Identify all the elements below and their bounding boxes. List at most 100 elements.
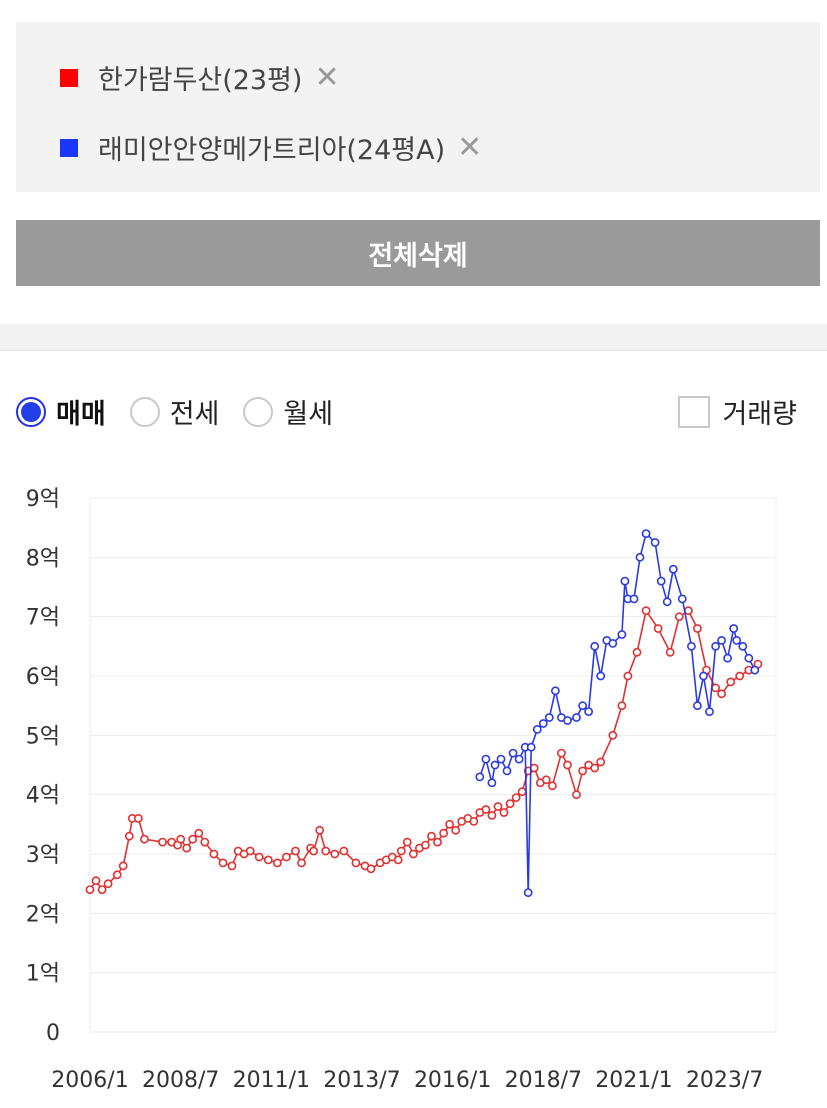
series-color-swatch-2 bbox=[60, 138, 78, 157]
y-tick-label: 7억 bbox=[26, 606, 60, 631]
x-tick-label: 2018/7 bbox=[505, 1068, 582, 1093]
data-point-series-1 bbox=[124, 831, 134, 841]
data-point-series-2 bbox=[526, 742, 536, 752]
x-tick-label: 2021/1 bbox=[595, 1068, 672, 1093]
x-tick-label: 2008/7 bbox=[142, 1068, 219, 1093]
data-point-series-2 bbox=[687, 641, 696, 651]
data-point-series-2 bbox=[717, 635, 726, 645]
data-point-series-1 bbox=[321, 846, 331, 856]
data-point-series-1 bbox=[684, 606, 693, 616]
radio-jeonse-icon bbox=[129, 396, 160, 427]
data-point-series-1 bbox=[200, 837, 210, 847]
data-point-series-1 bbox=[439, 828, 448, 838]
price-line-chart: 0 1억 2억 3억 4억 5억 6억 7억 8억 9억 2006/1 2008/7 2011/1 201… bbox=[26, 487, 777, 1093]
data-point-series-2 bbox=[620, 576, 630, 586]
remove-icon-2[interactable]: ✕ bbox=[457, 129, 483, 165]
x-tick-label: 2013/7 bbox=[323, 1068, 400, 1093]
data-point-series-1 bbox=[481, 805, 491, 814]
data-point-series-1 bbox=[674, 612, 684, 622]
x-tick-label: 2023/7 bbox=[686, 1068, 763, 1093]
data-point-series-2 bbox=[662, 597, 672, 607]
data-point-series-1 bbox=[427, 831, 436, 841]
y-tick-label: 1억 bbox=[26, 962, 60, 987]
radio-jeonse[interactable]: 전세 bbox=[129, 392, 220, 431]
data-point-series-2 bbox=[481, 754, 491, 764]
data-point-series-2 bbox=[532, 724, 542, 734]
data-point-series-1 bbox=[617, 701, 627, 711]
data-point-series-1 bbox=[139, 834, 149, 844]
data-point-series-1 bbox=[227, 861, 237, 871]
x-tick-label: 2016/1 bbox=[414, 1068, 491, 1093]
data-point-series-1 bbox=[366, 864, 376, 874]
y-tick-label: 6억 bbox=[26, 665, 60, 690]
data-point-series-2 bbox=[487, 778, 497, 788]
data-point-series-1 bbox=[572, 790, 581, 800]
data-point-series-1 bbox=[97, 885, 107, 894]
data-point-series-1 bbox=[254, 852, 264, 862]
compare-panel: 한가람두산(23평) ✕ 래미안안양메가트리아(24평A) ✕ bbox=[16, 22, 820, 192]
data-point-series-1 bbox=[469, 816, 479, 826]
data-point-series-2 bbox=[578, 701, 587, 711]
data-point-series-1 bbox=[194, 828, 204, 838]
data-point-series-2 bbox=[590, 641, 600, 651]
x-tick-label: 2011/1 bbox=[233, 1068, 310, 1093]
data-point-series-1 bbox=[517, 787, 527, 797]
compare-item-label-2: 래미안안양메가트리아(24평A) bbox=[98, 135, 446, 166]
data-point-series-2 bbox=[584, 707, 593, 716]
data-point-series-1 bbox=[420, 840, 430, 850]
data-point-series-1 bbox=[245, 846, 255, 856]
data-point-series-1 bbox=[541, 775, 551, 785]
volume-toggle[interactable]: 거래량 bbox=[678, 392, 797, 431]
data-point-series-1 bbox=[118, 861, 128, 871]
data-point-series-2 bbox=[496, 754, 506, 764]
data-point-series-1 bbox=[339, 846, 349, 856]
data-point-series-2 bbox=[629, 594, 639, 604]
data-point-series-2 bbox=[744, 653, 754, 663]
data-point-series-1 bbox=[711, 683, 720, 693]
data-point-series-1 bbox=[112, 870, 122, 880]
volume-checkbox[interactable] bbox=[678, 395, 711, 428]
radio-monthly-rent[interactable]: 월세 bbox=[243, 392, 333, 431]
compare-item-1: 한가람두산(23평) ✕ bbox=[60, 58, 340, 97]
data-point-series-1 bbox=[393, 855, 403, 865]
data-point-series-1 bbox=[176, 834, 186, 844]
data-point-series-2 bbox=[514, 754, 524, 764]
data-point-series-1 bbox=[396, 846, 406, 856]
data-point-series-1 bbox=[493, 802, 503, 811]
data-point-series-2 bbox=[699, 671, 708, 681]
data-point-series-2 bbox=[538, 719, 548, 728]
data-point-series-2 bbox=[563, 716, 572, 725]
data-point-series-2 bbox=[490, 760, 500, 770]
data-point-series-1 bbox=[590, 763, 600, 773]
data-point-series-1 bbox=[487, 810, 497, 820]
plot-area bbox=[89, 497, 777, 1033]
data-point-series-1 bbox=[511, 793, 521, 802]
radio-jeonse-label: 전세 bbox=[169, 399, 220, 430]
data-point-series-1 bbox=[351, 858, 361, 868]
data-point-series-1 bbox=[433, 837, 442, 847]
y-tick-label: 3억 bbox=[26, 843, 60, 868]
data-point-series-1 bbox=[608, 730, 618, 740]
data-point-series-1 bbox=[499, 808, 509, 817]
remove-icon-1[interactable]: ✕ bbox=[314, 59, 340, 95]
data-point-series-1 bbox=[596, 757, 606, 767]
data-point-series-1 bbox=[182, 843, 192, 853]
deal-type-radio-group: 매매 전세 월세 bbox=[16, 392, 357, 431]
y-tick-label: 4억 bbox=[26, 784, 60, 809]
data-point-series-1 bbox=[726, 677, 736, 687]
data-point-series-2 bbox=[641, 529, 651, 538]
radio-sale[interactable]: 매매 bbox=[16, 392, 106, 431]
clear-all-button[interactable]: 전체삭제 bbox=[16, 220, 820, 286]
data-point-series-2 bbox=[729, 624, 739, 633]
data-point-series-1 bbox=[188, 834, 198, 844]
data-point-series-2 bbox=[738, 641, 748, 651]
y-tick-label: 2억 bbox=[26, 902, 60, 927]
data-point-series-2 bbox=[508, 748, 518, 758]
data-point-series-1 bbox=[297, 858, 306, 868]
data-point-series-1 bbox=[402, 837, 412, 847]
data-point-series-1 bbox=[133, 813, 143, 823]
data-point-series-2 bbox=[656, 576, 666, 586]
section-divider bbox=[0, 324, 827, 351]
data-point-series-2 bbox=[711, 641, 720, 651]
data-point-series-2 bbox=[677, 594, 687, 604]
